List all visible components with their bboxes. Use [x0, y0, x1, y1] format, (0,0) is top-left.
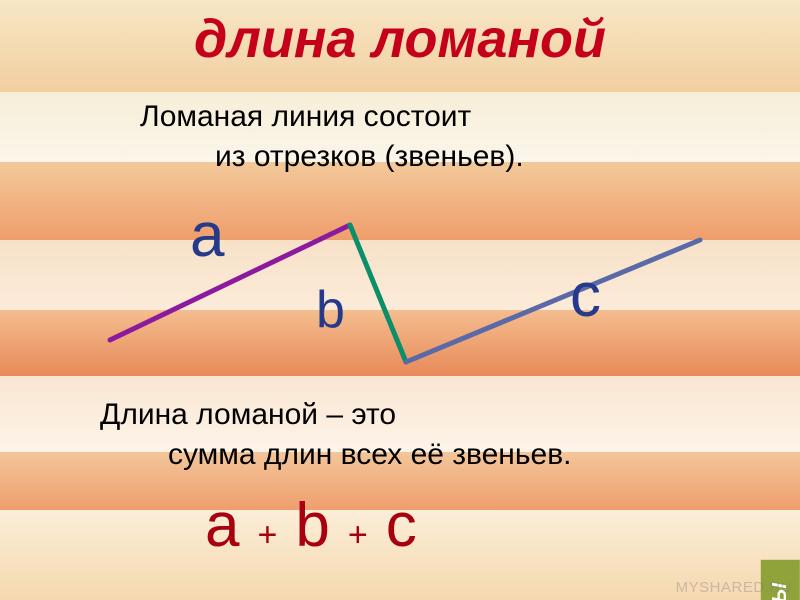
body-line-2: из отрезков (звеньев). — [215, 140, 524, 174]
body-line-3: Длина ломаной – это — [100, 398, 396, 432]
formula: a + b + c — [205, 490, 417, 561]
body-line-1: Ломаная линия состоит — [140, 100, 471, 134]
formula-term-a: a — [205, 490, 239, 561]
segment-label-a: a — [190, 200, 224, 271]
formula-term-c: c — [386, 490, 417, 561]
formula-plus: + — [257, 516, 277, 555]
slide-content: длина ломаной Ломаная линия состоит из о… — [0, 0, 800, 600]
segment-label-b: b — [316, 280, 345, 340]
segment-a — [110, 225, 350, 340]
body-line-4: сумма длин всех её звеньев. — [168, 438, 571, 472]
slide-title: длина ломаной — [194, 8, 606, 70]
segment-c — [406, 240, 700, 362]
watermark: MYSHARED.RU — [676, 579, 792, 596]
segment-b — [350, 225, 406, 362]
formula-plus: + — [348, 516, 368, 555]
formula-term-b: b — [295, 490, 329, 561]
segment-label-c: c — [570, 260, 601, 331]
